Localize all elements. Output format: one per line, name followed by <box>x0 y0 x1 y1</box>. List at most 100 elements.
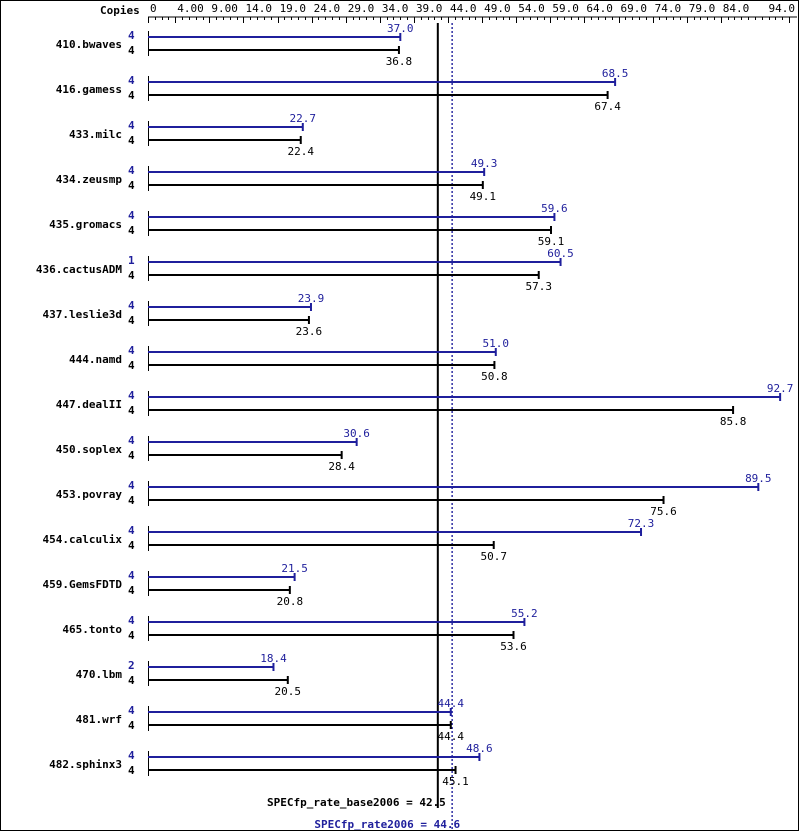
benchmark-label: 447.dealII <box>56 398 122 411</box>
copies-label-base: 4 <box>128 584 135 597</box>
value-label-peak: 92.7 <box>767 382 794 395</box>
value-label-peak: 21.5 <box>281 562 308 575</box>
copies-label-base: 4 <box>128 134 135 147</box>
value-label-base: 36.8 <box>386 55 413 68</box>
benchmark-label: 410.bwaves <box>56 38 122 51</box>
benchmark-label: 435.gromacs <box>49 218 122 231</box>
axis-tick-label: 19.0 <box>280 2 307 15</box>
value-label-peak: 55.2 <box>511 607 538 620</box>
benchmark-label: 481.wrf <box>76 713 122 726</box>
value-label-base: 85.8 <box>720 415 747 428</box>
value-label-peak: 48.6 <box>466 742 493 755</box>
copies-label-peak: 4 <box>128 614 135 627</box>
copies-label-base: 4 <box>128 449 135 462</box>
label-layer: SPECfp_rate_base2006 = 42.5 SPECfp_rate20… <box>36 22 793 830</box>
axis-tick-label: 54.0 <box>518 2 545 15</box>
copies-label-peak: 4 <box>128 344 135 357</box>
value-label-base: 57.3 <box>525 280 552 293</box>
axis-tick-label: 34.0 <box>382 2 409 15</box>
value-label-base: 22.4 <box>287 145 314 158</box>
copies-label-base: 4 <box>128 404 135 417</box>
benchmark-label: 465.tonto <box>62 623 122 636</box>
axis-tick-label: 79.0 <box>689 2 716 15</box>
benchmark-label: 433.milc <box>69 128 122 141</box>
copies-label-base: 4 <box>128 539 135 552</box>
value-label-base: 50.7 <box>480 550 507 563</box>
value-label-peak: 51.0 <box>483 337 510 350</box>
copies-label-peak: 4 <box>128 29 135 42</box>
axis-tick-label: 59.0 <box>552 2 579 15</box>
axis-tick-label: 9.00 <box>211 2 238 15</box>
copies-label-peak: 4 <box>128 569 135 582</box>
value-label-peak: 68.5 <box>602 67 629 80</box>
copies-label-base: 4 <box>128 314 135 327</box>
axis-tick-label: 64.0 <box>586 2 613 15</box>
value-label-peak: 22.7 <box>290 112 317 125</box>
copies-label-peak: 4 <box>128 299 135 312</box>
benchmark-label: 453.povray <box>56 488 123 501</box>
benchmark-label: 450.soplex <box>56 443 123 456</box>
copies-label-base: 4 <box>128 764 135 777</box>
copies-label-peak: 4 <box>128 434 135 447</box>
benchmark-label: 459.GemsFDTD <box>43 578 123 591</box>
value-label-peak: 60.5 <box>547 247 574 260</box>
benchmark-label: 470.lbm <box>76 668 123 681</box>
copies-label-base: 4 <box>128 674 135 687</box>
value-label-peak: 59.6 <box>541 202 568 215</box>
benchmark-label: 482.sphinx3 <box>49 758 122 771</box>
value-label-base: 75.6 <box>650 505 677 518</box>
value-label-peak: 89.5 <box>745 472 772 485</box>
benchmark-label: 437.leslie3d <box>43 308 122 321</box>
value-label-peak: 23.9 <box>298 292 325 305</box>
copies-label-base: 4 <box>128 629 135 642</box>
reference-line-layer <box>436 23 453 830</box>
value-label-base: 45.1 <box>442 775 469 788</box>
value-label-base: 49.1 <box>470 190 497 203</box>
copies-label-peak: 4 <box>128 524 135 537</box>
copies-label-peak: 4 <box>128 389 135 402</box>
axis-tick-label: 14.0 <box>245 2 272 15</box>
axis-tick-label: 74.0 <box>655 2 682 15</box>
copies-label-base: 4 <box>128 224 135 237</box>
copies-label-peak: 4 <box>128 209 135 222</box>
copies-label-peak: 4 <box>128 749 135 762</box>
value-label-base: 28.4 <box>328 460 355 473</box>
copies-label-peak: 4 <box>128 704 135 717</box>
axis-tick-label: 4.00 <box>177 2 204 15</box>
value-label-peak: 49.3 <box>471 157 498 170</box>
axis-tick-label: 69.0 <box>621 2 648 15</box>
axis-tick-label: 84.0 <box>723 2 750 15</box>
value-label-base: 50.8 <box>481 370 508 383</box>
copies-label-peak: 4 <box>128 479 135 492</box>
axis-tick-label: 39.0 <box>416 2 443 15</box>
copies-label-base: 4 <box>128 44 135 57</box>
value-label-peak: 30.6 <box>343 427 370 440</box>
copies-label-base: 4 <box>128 179 135 192</box>
value-label-base: 67.4 <box>594 100 621 113</box>
axis-layer: Copies 0 4.00 9.00 14.0 19.0 24.0 29.0 34.0 39.0 4… <box>100 2 797 23</box>
axis-header-copies: Copies <box>100 4 140 17</box>
copies-label-base: 4 <box>128 269 135 282</box>
value-label-base: 44.4 <box>438 730 465 743</box>
value-label-peak: 18.4 <box>260 652 287 665</box>
axis-tick-label: 24.0 <box>314 2 341 15</box>
copies-label-base: 4 <box>128 89 135 102</box>
peak-reference-label: SPECfp_rate2006 = 44.6 <box>314 818 460 830</box>
benchmark-label: 416.gamess <box>56 83 122 96</box>
axis-tick-label: 0 <box>150 2 157 15</box>
copies-label-peak: 4 <box>128 164 135 177</box>
copies-label-base: 4 <box>128 719 135 732</box>
value-label-peak: 37.0 <box>387 22 414 35</box>
axis-tick-label: 29.0 <box>348 2 375 15</box>
copies-label-peak: 4 <box>128 74 135 87</box>
value-label-base: 59.1 <box>538 235 565 248</box>
benchmark-label: 454.calculix <box>43 533 123 546</box>
copies-label-base: 4 <box>128 359 135 372</box>
copies-label-peak: 2 <box>128 659 135 672</box>
copies-label-peak: 1 <box>128 254 135 267</box>
base-reference-label: SPECfp_rate_base2006 = 42.5 <box>267 796 446 809</box>
copies-label-base: 4 <box>128 494 135 507</box>
copies-label-peak: 4 <box>128 119 135 132</box>
